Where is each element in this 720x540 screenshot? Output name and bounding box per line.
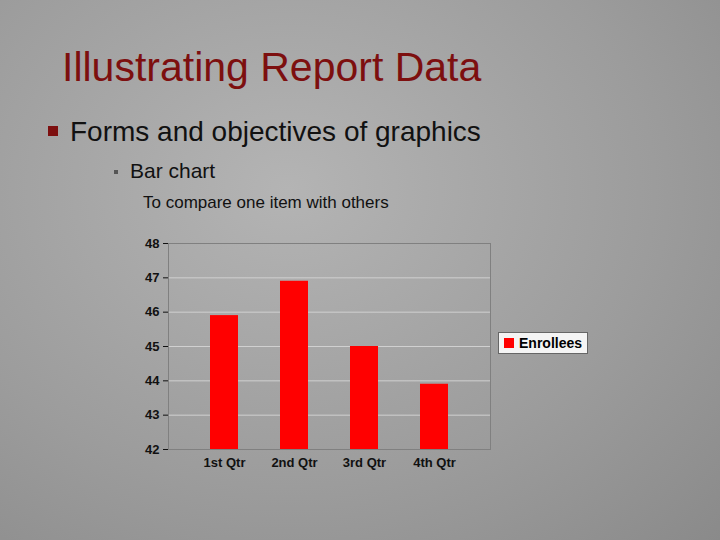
svg-text:48: 48 <box>145 236 159 251</box>
svg-text:1st Qtr: 1st Qtr <box>204 455 246 470</box>
html-text:Enrollees: Enrollees <box>519 335 582 351</box>
svg-text:46: 46 <box>145 304 159 319</box>
svg-text:43: 43 <box>145 407 159 422</box>
html-text:Bar chart: Bar chart <box>130 159 216 182</box>
svg-text:45: 45 <box>145 339 159 354</box>
svg-text:42: 42 <box>145 442 159 457</box>
svg-text:4th Qtr: 4th Qtr <box>413 455 456 470</box>
html-text:Forms and objectives of graphi: Forms and objectives of graphics <box>70 116 481 147</box>
svg-text:2nd Qtr: 2nd Qtr <box>271 455 317 470</box>
svg-text:47: 47 <box>145 270 159 285</box>
html-text:To compare one item with other: To compare one item with others <box>143 193 389 212</box>
svg-text:44: 44 <box>145 373 160 388</box>
svg-text:3rd Qtr: 3rd Qtr <box>343 455 386 470</box>
html-text:Illustrating Report Data: Illustrating Report Data <box>62 44 482 90</box>
